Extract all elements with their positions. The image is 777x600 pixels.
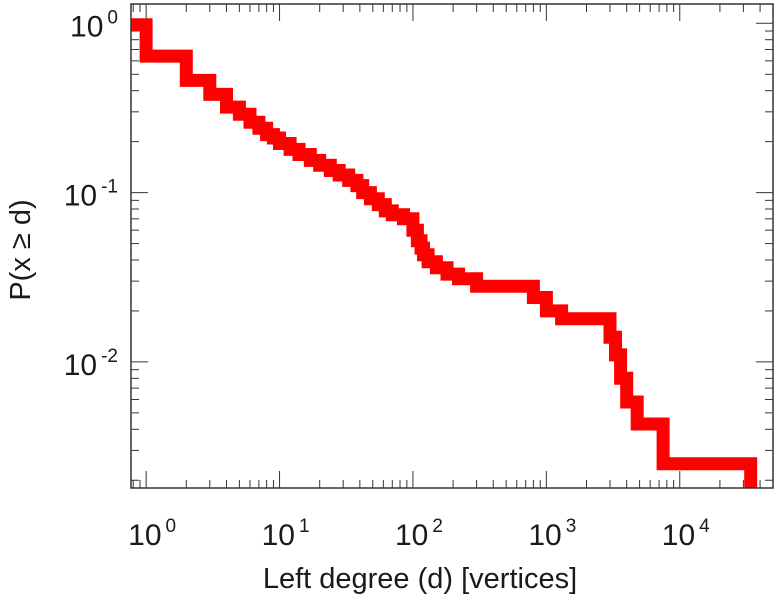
x-tick-labels: 10 0 10 1 10 2 10 3 10 4: [128, 516, 710, 552]
x-tick-label: 10 2: [395, 516, 443, 552]
y-tick-label: 10 0: [70, 7, 118, 43]
plot-frame: [130, 3, 774, 489]
x-tick-label: 10 3: [528, 516, 576, 552]
x-axis-label: Left degree (d) [vertices]: [263, 563, 577, 595]
y-axis-label: P(x ≥ d): [5, 199, 37, 300]
y-tick-label: 10 -2: [64, 346, 118, 382]
major-ticks: [131, 4, 773, 488]
series-line-0: [131, 18, 758, 488]
x-tick-label: 10 1: [262, 516, 310, 552]
minor-ticks: [131, 4, 774, 488]
x-tick-label: 10 0: [128, 516, 176, 552]
series-layer: [131, 18, 758, 488]
x-tick-label: 10 4: [662, 516, 710, 552]
y-tick-label: 10 -1: [64, 177, 118, 213]
